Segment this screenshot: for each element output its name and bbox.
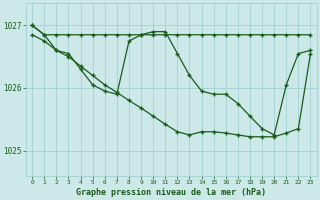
X-axis label: Graphe pression niveau de la mer (hPa): Graphe pression niveau de la mer (hPa) [76,188,266,197]
